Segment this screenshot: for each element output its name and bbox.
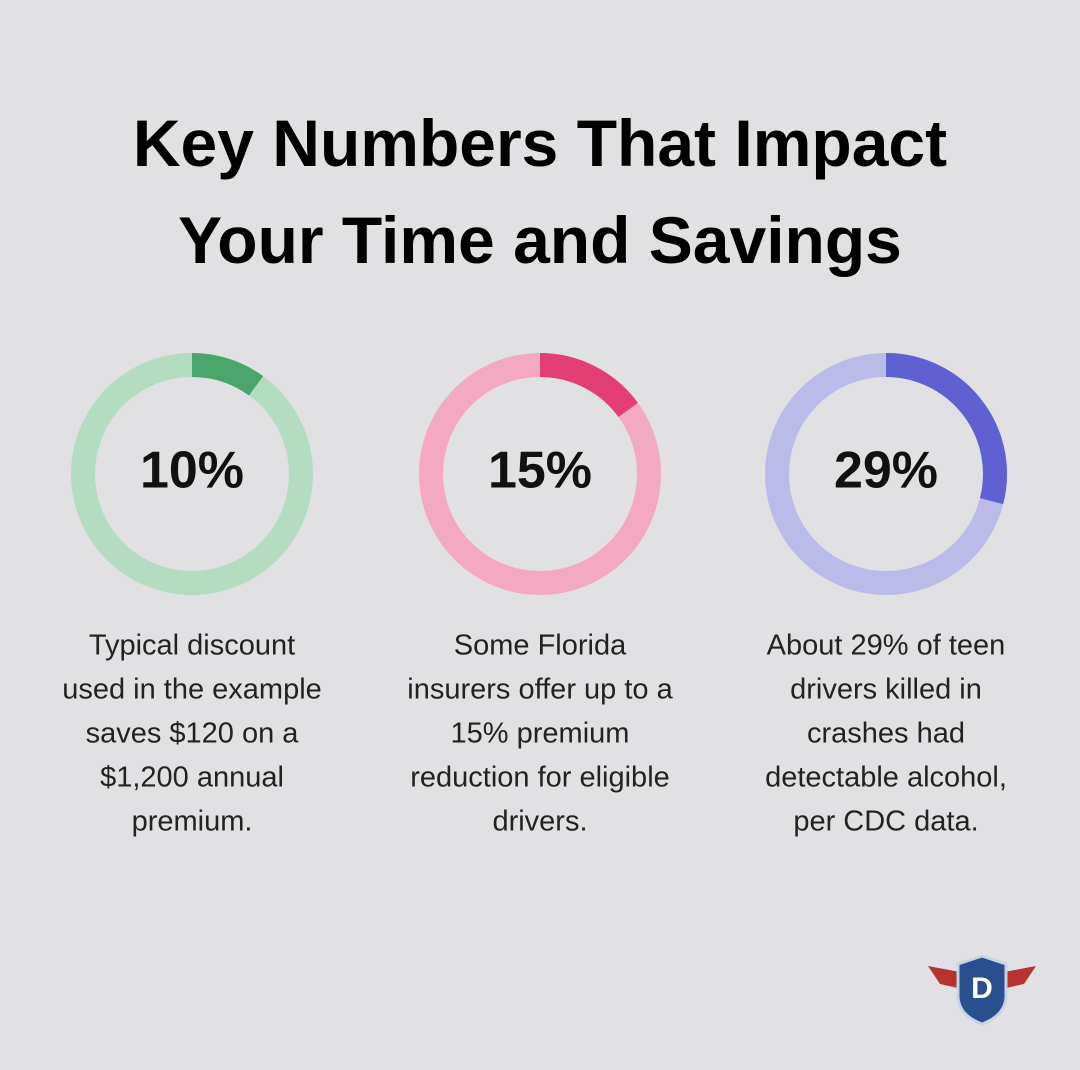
donut-arc	[191, 353, 264, 396]
donut-arc	[885, 353, 1007, 505]
caption-line: drivers.	[492, 806, 587, 838]
caption-line: used in the example	[62, 674, 322, 706]
caption-line: Some Florida	[454, 630, 627, 662]
caption-line: 15% premium	[451, 718, 630, 750]
donut-arc	[539, 353, 638, 418]
caption-line: Typical discount	[89, 630, 295, 662]
logo-letter: D	[971, 972, 993, 1005]
caption-line: drivers killed in	[790, 674, 982, 706]
caption-line: premium.	[132, 806, 253, 838]
donut-value-label: 15%	[488, 442, 592, 500]
caption-line: About 29% of teen	[767, 630, 1006, 662]
page-title: Key Numbers That Impact Your Time and Sa…	[132, 106, 948, 277]
donut-value-label: 10%	[140, 442, 244, 500]
caption-line: insurers offer up to a	[407, 674, 673, 706]
caption-line: reduction for eligible	[410, 762, 670, 794]
caption-line: crashes had	[807, 718, 965, 750]
caption-line: per CDC data.	[793, 806, 978, 838]
caption-line: $1,200 annual	[100, 762, 284, 794]
donut-value-label: 29%	[834, 442, 938, 500]
caption-line: saves $120 on a	[86, 718, 300, 750]
caption-line: detectable alcohol,	[765, 762, 1007, 794]
logo: D	[928, 954, 1036, 1026]
